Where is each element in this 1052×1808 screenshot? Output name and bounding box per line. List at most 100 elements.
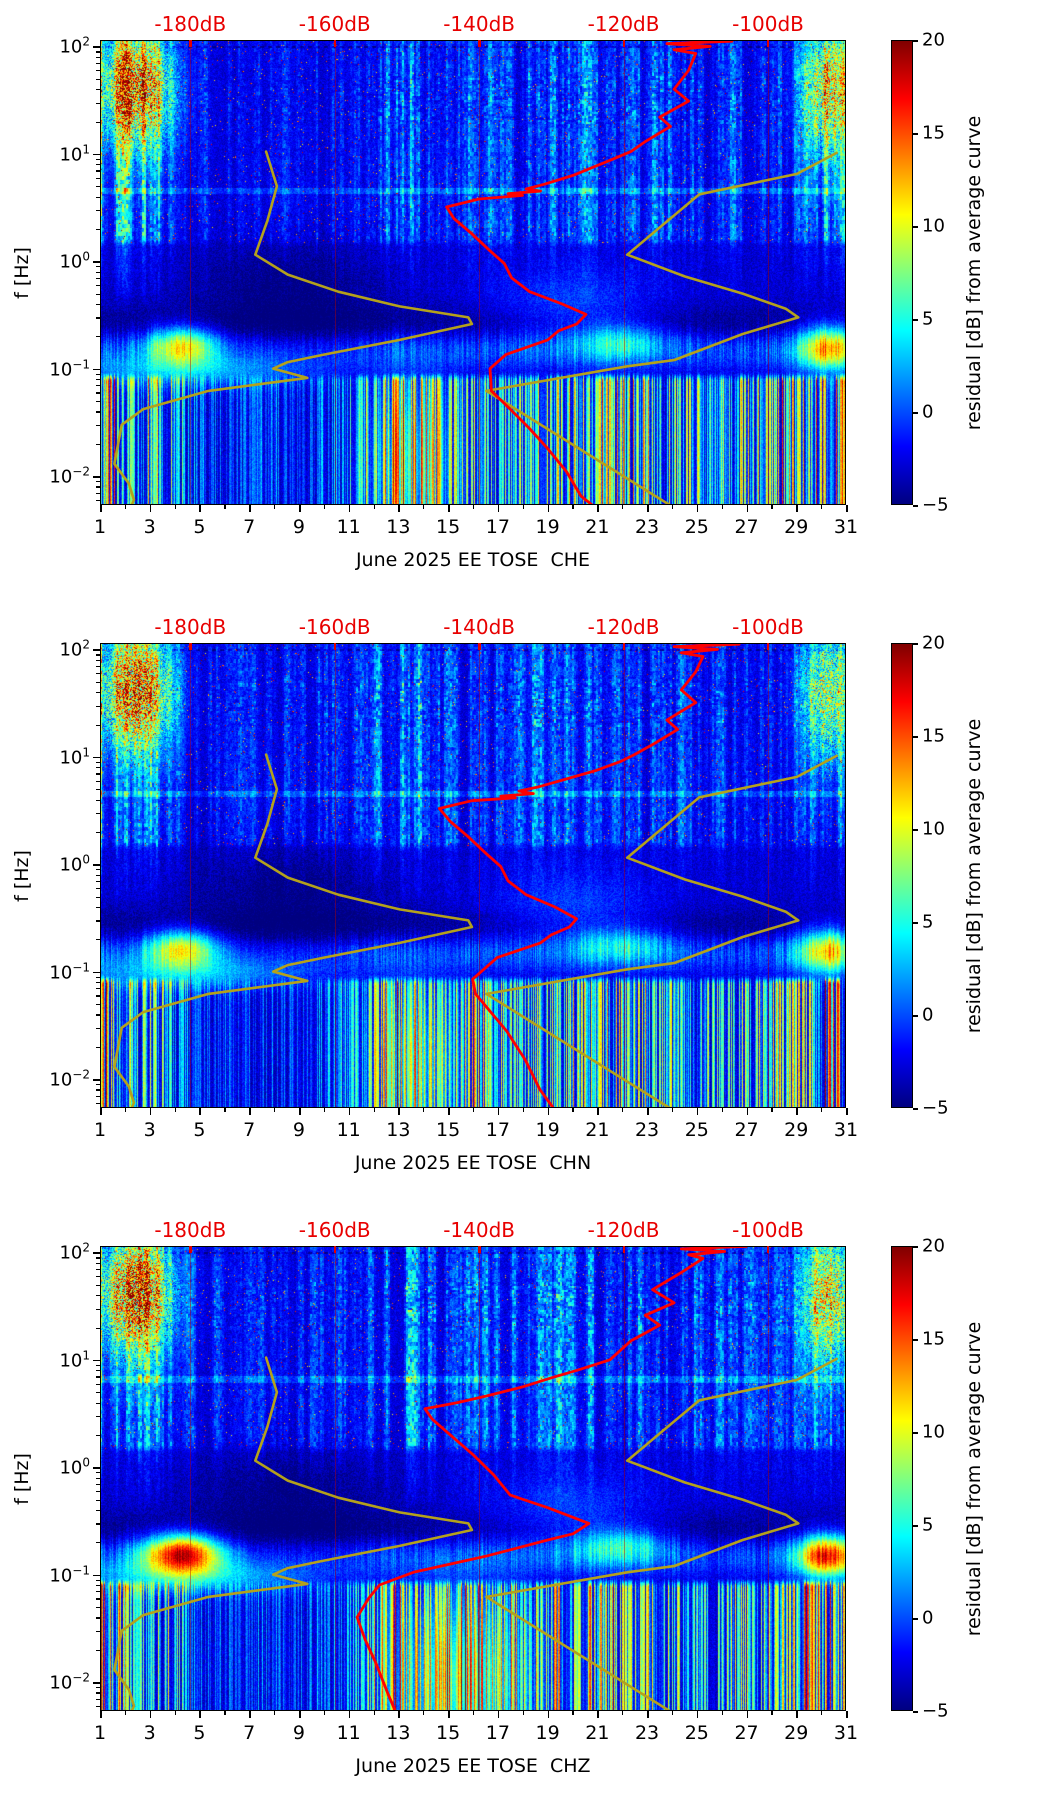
y-tick-label: 10−2 — [49, 1670, 90, 1694]
y-minor-tick — [96, 976, 100, 978]
colorbar-tick-label: 20 — [922, 632, 945, 654]
y-axis-label: f [Hz] — [11, 849, 33, 902]
y-minor-tick — [96, 336, 100, 338]
colorbar-tick — [913, 736, 918, 738]
x-major-tick — [149, 1711, 152, 1718]
x-major-tick — [647, 505, 649, 512]
y-minor-tick — [96, 1705, 100, 1707]
y-axis-label: f [Hz] — [11, 246, 33, 299]
top-axis-gridline — [190, 1246, 192, 1711]
station-average-curve — [355, 1246, 748, 1711]
x-minor-tick — [224, 1108, 226, 1112]
x-major-tick — [348, 505, 351, 512]
x-minor-tick — [721, 1711, 723, 1715]
x-minor-tick — [622, 505, 624, 509]
x-minor-tick — [423, 505, 425, 509]
panel-CHN: 102 101 100 10−1 10−2 1 3 5 7 9 11 13 15 17 19 21 23 25 27… — [0, 603, 1052, 1205]
top-axis-label: -180dB — [154, 1218, 227, 1242]
y-minor-tick — [96, 209, 100, 212]
x-tick-label: 29 — [784, 1722, 809, 1744]
y-minor-tick — [96, 228, 100, 231]
y-minor-tick — [96, 271, 100, 273]
x-tick-label: 23 — [634, 1722, 660, 1744]
y-minor-tick — [96, 486, 100, 488]
x-tick-label: 23 — [634, 516, 660, 538]
colorbar-tick — [913, 1246, 918, 1248]
y-tick-label: 10−1 — [49, 960, 90, 984]
x-tick-label: 9 — [292, 516, 305, 538]
x-tick-label: 17 — [485, 1722, 510, 1744]
y-tick-label: 101 — [59, 1348, 90, 1372]
y-minor-tick — [96, 1262, 100, 1265]
x-major-tick — [249, 1108, 251, 1115]
colorbar-tick — [913, 40, 918, 42]
top-axis-tick — [767, 1246, 770, 1253]
y-minor-tick — [96, 1686, 100, 1689]
y-minor-tick — [96, 400, 100, 403]
x-tick-label: 31 — [833, 516, 859, 538]
top-axis-label: -160dB — [298, 1218, 371, 1242]
y-minor-tick — [96, 1102, 100, 1104]
colorbar-tick-label: 20 — [922, 29, 945, 51]
x-minor-tick — [473, 1711, 475, 1715]
y-minor-tick — [96, 1089, 100, 1091]
y-major-tick — [93, 864, 100, 866]
x-tick-label: 13 — [386, 1722, 411, 1744]
y-minor-tick — [96, 666, 100, 668]
colorbar-tick — [913, 505, 918, 507]
x-tick-label: 29 — [784, 516, 809, 538]
y-minor-tick — [96, 888, 100, 890]
y-minor-tick — [96, 385, 100, 387]
colorbar-tick-label: 5 — [922, 1514, 934, 1536]
panel-xlabel: June 2025 EE TOSE CHE — [355, 549, 591, 571]
panel-xlabel: June 2025 EE TOSE CHN — [354, 1152, 592, 1174]
y-minor-tick — [96, 277, 100, 280]
spectrogram-canvas — [100, 1246, 846, 1711]
y-minor-tick — [96, 869, 100, 871]
y-minor-tick — [96, 1579, 100, 1581]
x-minor-tick — [671, 505, 674, 509]
y-minor-tick — [96, 89, 100, 91]
y-minor-tick — [96, 1257, 100, 1259]
x-tick-label: 15 — [436, 1119, 461, 1141]
x-major-tick — [796, 1711, 798, 1718]
top-axis-label: -100dB — [732, 1218, 804, 1242]
colorbar-tick — [913, 643, 918, 645]
y-minor-tick — [96, 1003, 100, 1006]
y-minor-tick — [96, 880, 100, 883]
x-tick-label: 11 — [336, 1119, 361, 1141]
colorbar-tick — [913, 1711, 918, 1713]
y-minor-tick — [96, 780, 100, 782]
y-minor-tick — [96, 499, 100, 501]
x-tick-label: 19 — [535, 1119, 560, 1141]
x-minor-tick — [174, 1711, 176, 1715]
y-minor-tick — [96, 164, 100, 166]
colorbar-tick-label: −5 — [922, 1097, 949, 1119]
y-tick-label: 10−2 — [49, 1067, 90, 1091]
overlay-curves — [113, 643, 838, 1108]
top-axis-label: -120dB — [587, 1218, 660, 1242]
colorbar — [891, 643, 913, 1108]
x-minor-tick — [572, 1108, 574, 1112]
x-tick-label: 7 — [243, 1119, 256, 1141]
x-major-tick — [746, 505, 749, 512]
colorbar-tick — [913, 922, 918, 924]
colorbar-tick — [913, 1339, 918, 1341]
x-major-tick — [746, 1108, 749, 1115]
x-major-tick — [696, 1108, 699, 1115]
y-minor-tick — [96, 1523, 100, 1525]
y-minor-tick — [96, 1014, 100, 1016]
top-axis-tick — [189, 1246, 192, 1253]
y-minor-tick — [96, 673, 100, 675]
x-major-tick — [796, 505, 798, 512]
y-minor-tick — [96, 121, 100, 123]
x-major-tick — [846, 505, 848, 512]
y-minor-tick — [96, 51, 100, 53]
y-minor-tick — [96, 1606, 100, 1609]
y-minor-tick — [96, 1630, 100, 1632]
y-tick-label: 100 — [59, 249, 90, 273]
y-minor-tick — [96, 831, 100, 834]
colorbar-tick-label: −5 — [922, 1700, 949, 1722]
colorbar-tick-label: 5 — [922, 308, 934, 330]
colorbar-label: residual [dB] from average curve — [963, 718, 985, 1033]
